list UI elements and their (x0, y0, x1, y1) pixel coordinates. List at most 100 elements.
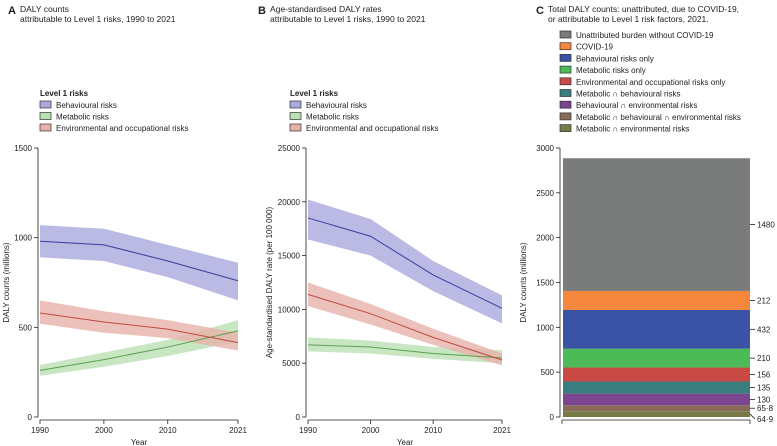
legend-swatch (39, 112, 52, 120)
data-label: 130 (757, 395, 771, 404)
stacked-bar-segment (563, 309, 750, 349)
legend-label: Behavioural risks only (576, 54, 654, 63)
legend-label: Metabolic risks (306, 113, 359, 122)
legend-swatch (289, 123, 302, 132)
y-tick-label: 1500 (14, 144, 32, 153)
legend-label: Metabolic risks (56, 113, 109, 122)
stacked-bar-segment (563, 393, 750, 406)
legend-label: Metabolic risks only (576, 66, 646, 75)
legend-label: Behavioural ∩ environmental risks (576, 101, 697, 110)
legend-label: Metabolic ∩ behavioural ∩ environmental … (576, 113, 741, 122)
stacked-bar-segment (563, 411, 750, 417)
y-axis-label: DALY counts (millions) (519, 242, 528, 323)
data-label: 432 (757, 325, 771, 334)
legend-swatch (559, 42, 572, 51)
panel-title: attributable to Level 1 risks, 1990 to 2… (270, 14, 426, 24)
y-tick-label: 0 (28, 413, 33, 422)
y-tick-label: 5000 (282, 359, 300, 368)
stacked-bar-segment (563, 348, 750, 368)
legend-swatch (559, 65, 572, 74)
legend-label: Metabolic ∩ behavioural risks (576, 90, 680, 99)
legend-swatch (559, 89, 572, 97)
panel-A: A 0 500 1000 1500 DALY counts (millions) 1990 2… (2, 5, 247, 446)
y-tick-label: 15000 (278, 252, 301, 261)
panel-B: B 0 5000 10000 15000 20000 25000 Age-standardis… (258, 5, 511, 446)
y-tick-label: 1500 (536, 279, 554, 288)
series-line (39, 240, 239, 282)
legend-label: COVID-19 (576, 43, 613, 52)
legend-label: Environmental and occupational risks (306, 124, 439, 133)
data-label: 1480 (757, 221, 775, 230)
x-tick-label: 2021 (229, 426, 247, 435)
legend-swatch (559, 54, 572, 62)
series-line (307, 217, 503, 309)
y-tick-label: 1000 (14, 234, 32, 243)
y-tick-label: 10000 (278, 305, 301, 314)
legend-title: Level 1 risks (290, 89, 339, 98)
y-tick-label: 500 (541, 368, 555, 377)
legend-label: Behavioural risks (306, 101, 367, 110)
series-line (307, 293, 503, 361)
y-tick-label: 1000 (536, 323, 554, 332)
panel-title: Age-standardised DALY rates (270, 4, 382, 14)
legend-label: Unattributed burden without COVID-19 (576, 31, 714, 40)
legend-swatch (289, 100, 302, 109)
y-tick-label: 2000 (536, 234, 554, 243)
x-tick-label: 2010 (424, 426, 442, 435)
uncertainty-band (308, 199, 502, 324)
y-axis-label: DALY counts (millions) (2, 242, 11, 323)
y-tick-label: 25000 (278, 144, 301, 153)
panel-title: Total DALY counts: unattributed, due to … (548, 4, 739, 14)
panel-letter: C (536, 5, 544, 17)
series-line (39, 330, 239, 371)
legend-swatch (559, 30, 572, 39)
x-axis-label: Year (131, 438, 148, 446)
legend-label: Environmental and occupational risks (56, 124, 189, 133)
data-label: 65·8 (757, 404, 774, 413)
panel-title: attributable to Level 1 risks, 1990 to 2… (20, 14, 176, 24)
legend-label: Metabolic ∩ environmental risks (576, 125, 689, 134)
data-label: 212 (757, 296, 771, 305)
stacked-bar-segment (563, 158, 750, 291)
y-tick-label: 0 (550, 413, 555, 422)
legend-swatch (559, 100, 572, 109)
data-label: 64·9 (757, 415, 774, 424)
series-line (307, 344, 503, 359)
data-label: 210 (757, 354, 771, 363)
legend-swatch (559, 112, 572, 121)
data-label: 135 (757, 384, 771, 393)
series-line (39, 312, 239, 344)
stacked-bar-segment (563, 381, 750, 394)
x-tick-label: 2021 (493, 426, 511, 435)
legend-swatch (559, 77, 572, 86)
x-tick-label: 2000 (362, 426, 380, 435)
uncertainty-band (40, 225, 238, 301)
uncertainty-band (308, 282, 502, 366)
y-tick-label: 20000 (278, 198, 301, 207)
panel-title: or attributable to Level 1 risk factors,… (548, 14, 709, 24)
y-tick-label: 500 (19, 323, 33, 332)
y-tick-label: 0 (296, 413, 301, 422)
stacked-bar-segment (563, 405, 750, 412)
y-axis-label: Age-standardised DALY rate (per 100 000) (265, 206, 274, 358)
panel-letter: A (8, 5, 16, 17)
data-label: 156 (757, 371, 771, 380)
legend-swatch (289, 112, 302, 120)
legend-swatch (39, 100, 52, 109)
data-label-leader (749, 413, 756, 420)
panel-letter: B (258, 5, 266, 17)
panel-title: DALY counts (20, 4, 69, 14)
stacked-bar-segment (563, 367, 750, 382)
y-tick-label: 2500 (536, 189, 554, 198)
panel-C: C 0 500 1000 1500 2000 2500 3000 DALY counts (mi… (519, 5, 775, 424)
x-tick-label: 1990 (31, 426, 49, 435)
legend-title: Level 1 risks (40, 89, 89, 98)
legend-label: Behavioural risks (56, 101, 117, 110)
stacked-bar-segment (563, 290, 750, 310)
x-tick-label: 2000 (95, 426, 113, 435)
x-tick-label: 1990 (299, 426, 317, 435)
legend-swatch (39, 123, 52, 132)
x-tick-label: 2010 (159, 426, 177, 435)
x-axis-label: Year (397, 438, 414, 446)
